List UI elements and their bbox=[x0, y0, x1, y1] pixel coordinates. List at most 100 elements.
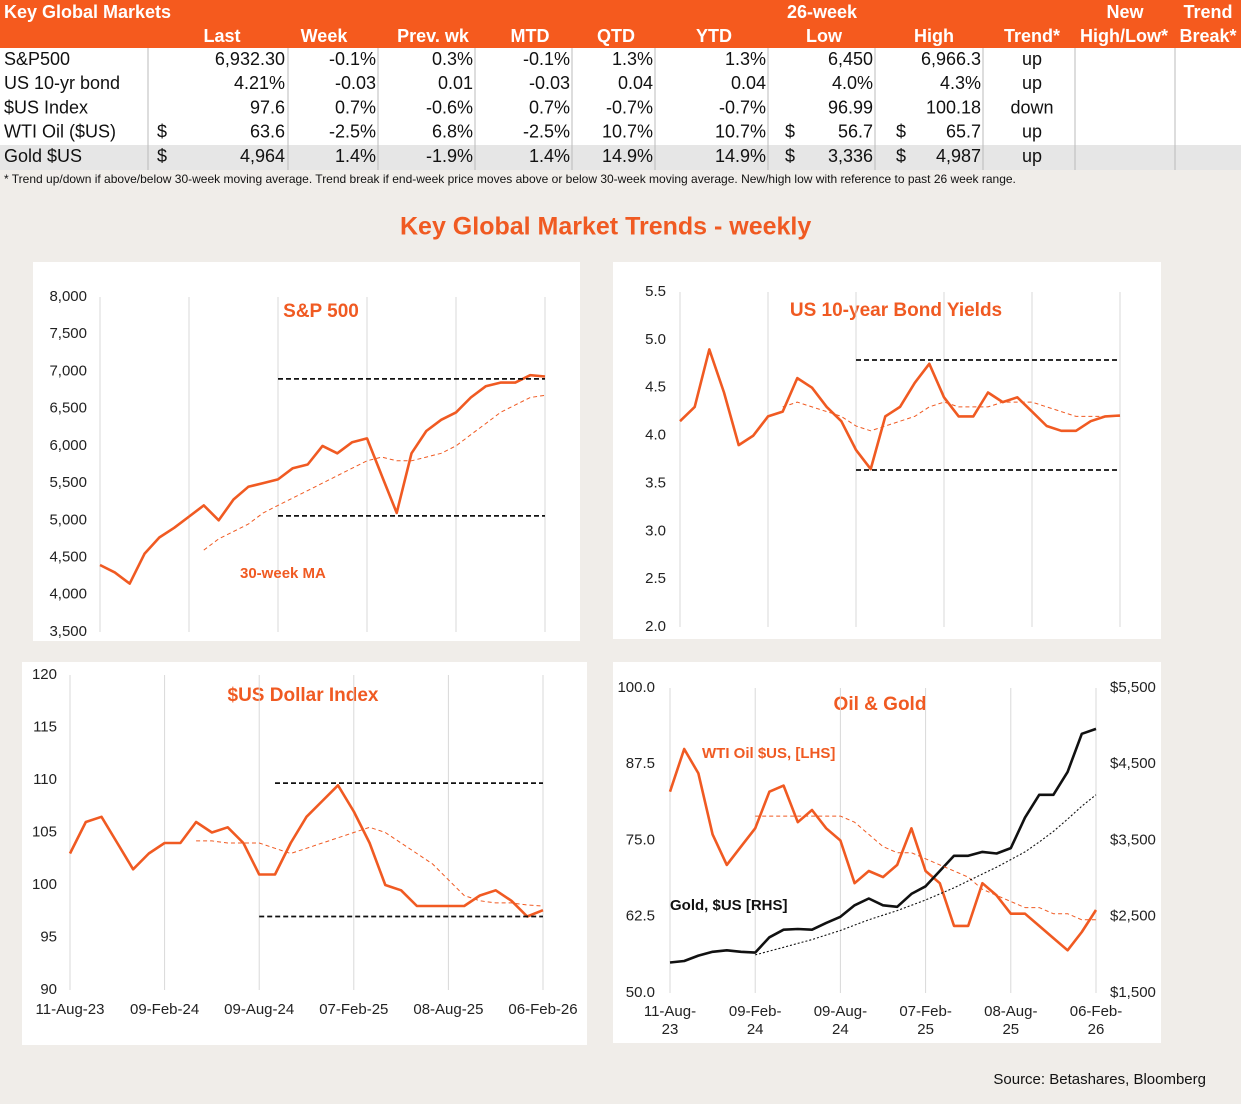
x-tick-label: 07-Feb-25 bbox=[899, 1003, 952, 1038]
source: Source: Betashares, Bloomberg bbox=[993, 1071, 1206, 1088]
x-tick-label: 11-Aug-23 bbox=[36, 1001, 105, 1018]
y-tick-label: 50.0 bbox=[626, 984, 655, 1001]
table-currency: $ bbox=[896, 122, 906, 142]
table-cell: 65.7 bbox=[946, 122, 981, 142]
table-cell: 0.04 bbox=[731, 73, 766, 93]
y-tick-label: 100 bbox=[32, 876, 57, 893]
x-tick-label: 09-Feb-24 bbox=[130, 1001, 199, 1018]
table-column-header: Low bbox=[806, 26, 843, 46]
table-cell: -0.1% bbox=[523, 49, 570, 69]
table-cell: 4,964 bbox=[240, 146, 285, 166]
table-cell: -0.7% bbox=[719, 97, 766, 117]
series-line bbox=[68, 784, 544, 918]
table-group-header: 26-week bbox=[787, 2, 858, 22]
table-cell: 0.7% bbox=[335, 97, 376, 117]
y-tick-label: 75.0 bbox=[626, 831, 655, 848]
table-cell: 97.6 bbox=[250, 97, 285, 117]
y-tick-label: 90 bbox=[40, 981, 57, 998]
table-column-header: QTD bbox=[597, 26, 635, 46]
y-tick-label: 8,000 bbox=[49, 288, 87, 305]
y-tick-label: 7,000 bbox=[49, 362, 87, 379]
table-cell: -0.03 bbox=[529, 73, 570, 93]
table-cell: 4.3% bbox=[940, 73, 981, 93]
table-row-name: Gold $US bbox=[4, 146, 82, 166]
table-currency: $ bbox=[157, 146, 167, 166]
table-cell: up bbox=[1022, 122, 1042, 142]
series-line bbox=[755, 815, 1096, 921]
y-tick-label: 100.0 bbox=[617, 679, 655, 696]
table-cell: 96.99 bbox=[828, 97, 873, 117]
table-cell: 100.18 bbox=[926, 97, 981, 117]
y-tick-label: 95 bbox=[40, 928, 57, 945]
table-cell: 0.01 bbox=[438, 73, 473, 93]
table-cell: -0.1% bbox=[329, 49, 376, 69]
table-cell: 3,336 bbox=[828, 146, 873, 166]
x-tick-label: 09-Feb-24 bbox=[729, 1003, 782, 1038]
y-tick-label: 5.5 bbox=[645, 283, 666, 300]
y-tick-label: 87.5 bbox=[626, 755, 655, 772]
y-tick-label: 115 bbox=[33, 718, 57, 735]
table-cell: -2.5% bbox=[329, 122, 376, 142]
footnote: * Trend up/down if above/below 30-week m… bbox=[4, 172, 1016, 186]
table-cell: 1.4% bbox=[529, 146, 570, 166]
table-column-header: MTD bbox=[511, 26, 550, 46]
table-title: Key Global Markets bbox=[4, 2, 171, 22]
x-tick-label: 09-Aug-24 bbox=[224, 1001, 294, 1018]
panel bbox=[613, 662, 1161, 1043]
table-column-header: Prev. wk bbox=[397, 26, 470, 46]
x-tick-label: 06-Feb-26 bbox=[508, 1001, 577, 1018]
table-column-header: Last bbox=[203, 26, 240, 46]
table-cell: 0.3% bbox=[432, 49, 473, 69]
y-tick-label: 4.0 bbox=[645, 427, 666, 444]
y2-tick-label: $3,500 bbox=[1110, 831, 1156, 848]
y-tick-label: 2.0 bbox=[645, 618, 666, 635]
table-cell: up bbox=[1022, 146, 1042, 166]
x-tick-label: 08-Aug-25 bbox=[413, 1001, 483, 1018]
series-label: 30-week MA bbox=[240, 565, 326, 582]
y2-tick-label: $4,500 bbox=[1110, 755, 1156, 772]
y-tick-label: 3.0 bbox=[645, 522, 666, 539]
table-cell: -2.5% bbox=[523, 122, 570, 142]
table-cell: -0.03 bbox=[335, 73, 376, 93]
table-cell: -0.6% bbox=[426, 97, 473, 117]
y-tick-label: 6,500 bbox=[49, 400, 87, 417]
table-column-header: YTD bbox=[696, 26, 732, 46]
series-line bbox=[99, 373, 546, 585]
y-tick-label: 110 bbox=[33, 771, 57, 788]
section-title: Key Global Market Trends - weekly bbox=[400, 213, 811, 241]
y2-tick-label: $2,500 bbox=[1110, 908, 1156, 925]
table-cell: 4.21% bbox=[234, 73, 285, 93]
y2-tick-label: $1,500 bbox=[1110, 984, 1156, 1001]
y-tick-label: 5,500 bbox=[49, 474, 87, 491]
series-label: Gold, $US [RHS] bbox=[670, 897, 788, 914]
table-row-name: $US Index bbox=[4, 97, 88, 117]
y-tick-label: 5,000 bbox=[49, 511, 87, 528]
series-line bbox=[679, 348, 1121, 471]
table-currency: $ bbox=[785, 146, 795, 166]
table-cell: 63.6 bbox=[250, 122, 285, 142]
table-column-header: Break* bbox=[1179, 26, 1236, 46]
table-cell: 1.4% bbox=[335, 146, 376, 166]
table-cell: 6,966.3 bbox=[921, 49, 981, 69]
series-line bbox=[196, 826, 544, 907]
table-group-header: Trend bbox=[1183, 2, 1232, 22]
table-row-name: US 10-yr bond bbox=[4, 73, 120, 93]
table-row-name: WTI Oil ($US) bbox=[4, 122, 116, 142]
table-group-header: New bbox=[1106, 2, 1144, 22]
y-tick-label: 120 bbox=[32, 666, 57, 683]
x-tick-label: 07-Feb-25 bbox=[319, 1001, 388, 1018]
table-cell: 4.0% bbox=[832, 73, 873, 93]
chart-title: Oil & Gold bbox=[834, 694, 927, 715]
y-tick-label: 4,000 bbox=[49, 586, 87, 603]
table-cell: up bbox=[1022, 73, 1042, 93]
table-cell: 0.04 bbox=[618, 73, 653, 93]
chart-title: S&P 500 bbox=[283, 301, 359, 322]
table-cell: 14.9% bbox=[602, 146, 653, 166]
panel bbox=[613, 262, 1161, 639]
y-tick-label: 7,500 bbox=[49, 325, 87, 342]
table-cell: 6,450 bbox=[828, 49, 873, 69]
y-tick-label: 6,000 bbox=[49, 437, 87, 454]
table-cell: up bbox=[1022, 49, 1042, 69]
y-tick-label: 105 bbox=[32, 823, 57, 840]
series-label: WTI Oil $US, [LHS] bbox=[702, 745, 835, 762]
